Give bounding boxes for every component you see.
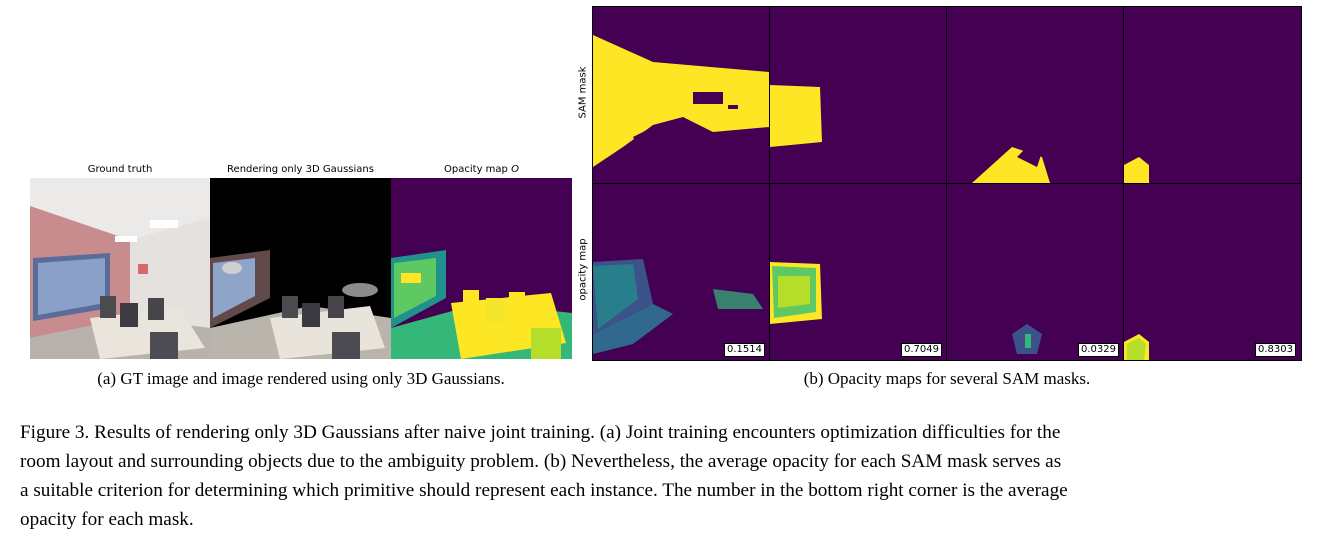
figure-caption: Figure 3. Results of rendering only 3D G… [20, 418, 1310, 534]
panel-title-ground-truth: Ground truth [87, 164, 153, 175]
row-label-opacity-map: opacity map [577, 238, 589, 301]
panel-title-rendering-gaussians: Rendering only 3D Gaussians [227, 164, 374, 175]
opacity-map-cell-2 [770, 184, 947, 360]
sam-mask-cell-1 [593, 7, 770, 184]
sam-mask-cell-2 [770, 7, 947, 184]
panel-title-opacity-map: Opacity map O [391, 164, 572, 175]
subcaption-b: (b) Opacity maps for several SAM masks. [803, 369, 1091, 388]
opacity-symbol: O [511, 164, 519, 175]
opacity-map-title-text: Opacity map [444, 164, 508, 175]
subcaption-a: (a) GT image and image rendered using on… [97, 369, 505, 388]
sam-mask-grid: 0.1514 0.7049 0.0329 0.8303 [592, 6, 1302, 361]
caption-line-3: a suitable criterion for determining whi… [20, 480, 1068, 501]
opacity-map-cell-4 [1124, 184, 1301, 360]
caption-line-2: room layout and surrounding objects due … [20, 451, 1062, 472]
caption-line-1: Figure 3. Results of rendering only 3D G… [20, 422, 1061, 443]
opacity-map-cell-3 [947, 184, 1124, 360]
ground-truth-image [30, 178, 210, 359]
sam-mask-cell-3 [947, 7, 1124, 184]
opacity-map-cell-1 [593, 184, 770, 360]
caption-line-4: opacity for each mask. [20, 509, 194, 530]
avg-opacity-value-1: 0.1514 [724, 343, 765, 357]
sam-mask-cell-4 [1124, 7, 1301, 184]
opacity-map-image [391, 178, 572, 359]
avg-opacity-value-4: 0.8303 [1255, 343, 1296, 357]
avg-opacity-value-3: 0.0329 [1078, 343, 1119, 357]
row-label-sam-mask: SAM mask [577, 66, 589, 119]
avg-opacity-value-2: 0.7049 [901, 343, 942, 357]
gaussian-rendering-image [210, 178, 391, 359]
